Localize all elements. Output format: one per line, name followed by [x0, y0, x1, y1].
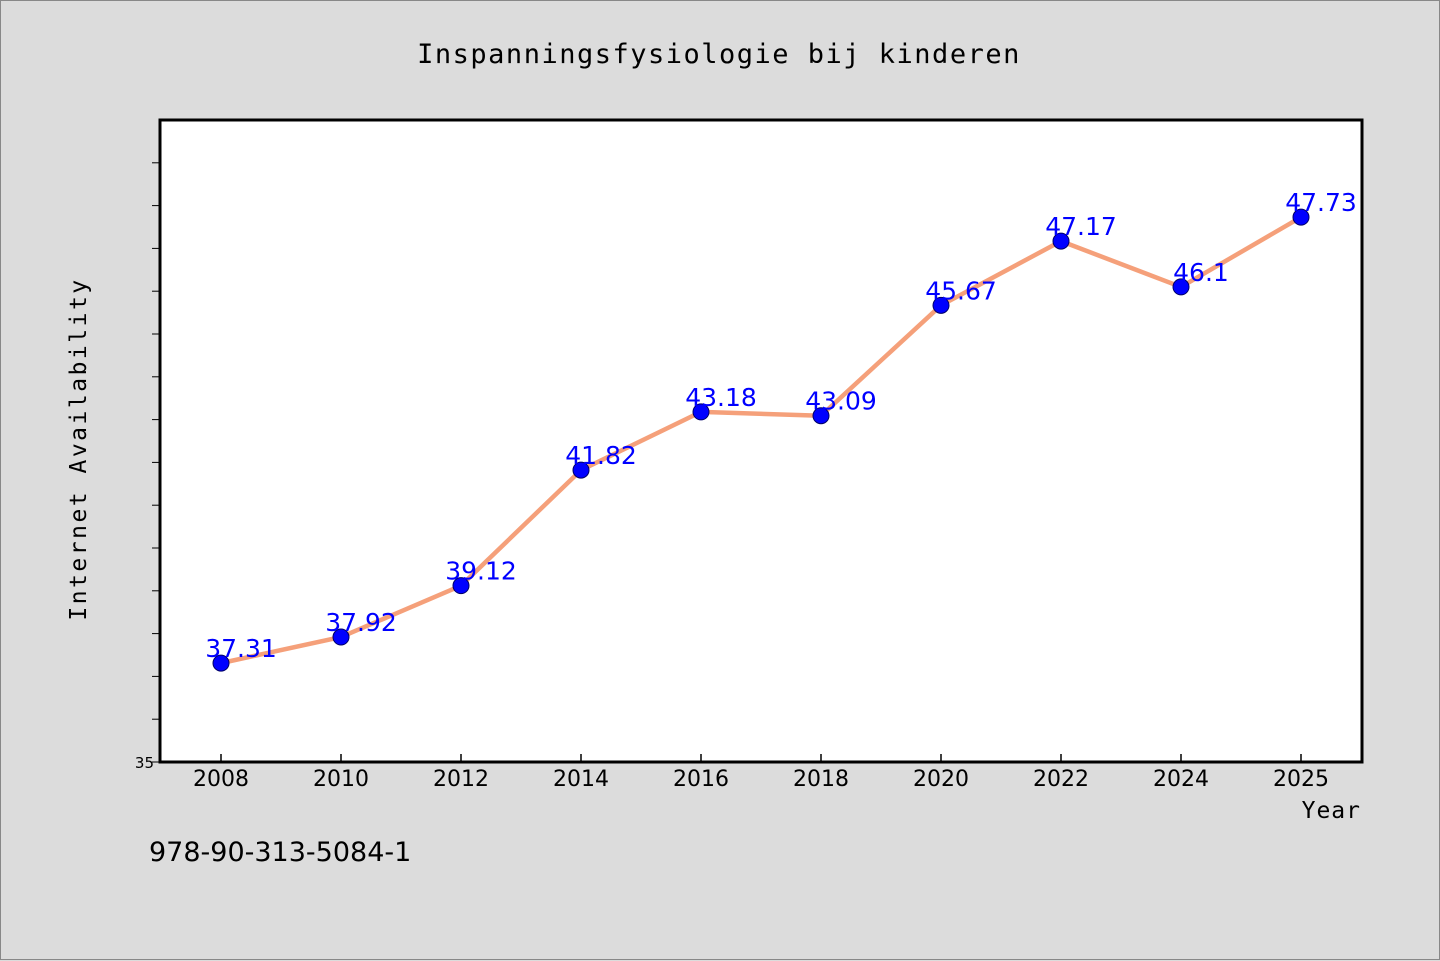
data-point	[212, 654, 230, 672]
data-label: 45.67	[925, 276, 997, 305]
footer-code: 978-90-313-5084-1	[149, 837, 412, 868]
x-tick-label: 2008	[193, 767, 249, 792]
data-point	[692, 403, 710, 421]
data-points-group	[212, 208, 1310, 672]
y-axis-ticks: 35	[135, 162, 160, 772]
x-tick-label: 2020	[913, 767, 969, 792]
data-labels-group: 37.31 37.92 39.12 41.82 43.18 43.09 45.67 47.17…	[205, 188, 1357, 663]
x-tick-label: 2014	[553, 767, 609, 792]
data-label: 46.1	[1173, 258, 1229, 287]
data-point	[332, 628, 350, 646]
data-label: 43.18	[685, 383, 757, 412]
data-point	[1172, 278, 1190, 296]
series-line	[218, 214, 1304, 666]
data-label: 47.73	[1285, 188, 1357, 217]
data-point	[1052, 232, 1070, 250]
chart-title: Inspanningsfysiologie bij kinderen	[417, 39, 1021, 70]
x-tick-label: 2025	[1273, 767, 1329, 792]
x-tick-label: 2016	[673, 767, 729, 792]
x-tick-label: 2012	[433, 767, 489, 792]
data-point	[812, 407, 830, 425]
data-label: 41.82	[565, 441, 637, 470]
plot-area	[158, 118, 1364, 764]
data-point	[572, 461, 590, 479]
data-point	[1292, 208, 1310, 226]
data-point	[932, 296, 950, 314]
x-tick-label: 2022	[1033, 767, 1089, 792]
data-label: 47.17	[1045, 212, 1117, 241]
x-tick-label: 2010	[313, 767, 369, 792]
data-label: 39.12	[445, 557, 517, 586]
data-label: 37.92	[325, 608, 397, 637]
x-axis-title: Year	[1302, 798, 1361, 824]
series-line-group	[218, 214, 1304, 666]
data-point	[452, 577, 470, 595]
data-label: 37.31	[205, 634, 277, 663]
x-tick-label: 2018	[793, 767, 849, 792]
x-tick-label: 2024	[1153, 767, 1209, 792]
y-axis-title: Internet Availability	[66, 277, 92, 620]
y-tick-label: 35	[135, 754, 154, 772]
x-axis-ticks: 2008 2010 2012 2014 2016 2018 2020 2022 2024 2025	[193, 754, 1329, 792]
data-label: 43.09	[805, 387, 877, 416]
